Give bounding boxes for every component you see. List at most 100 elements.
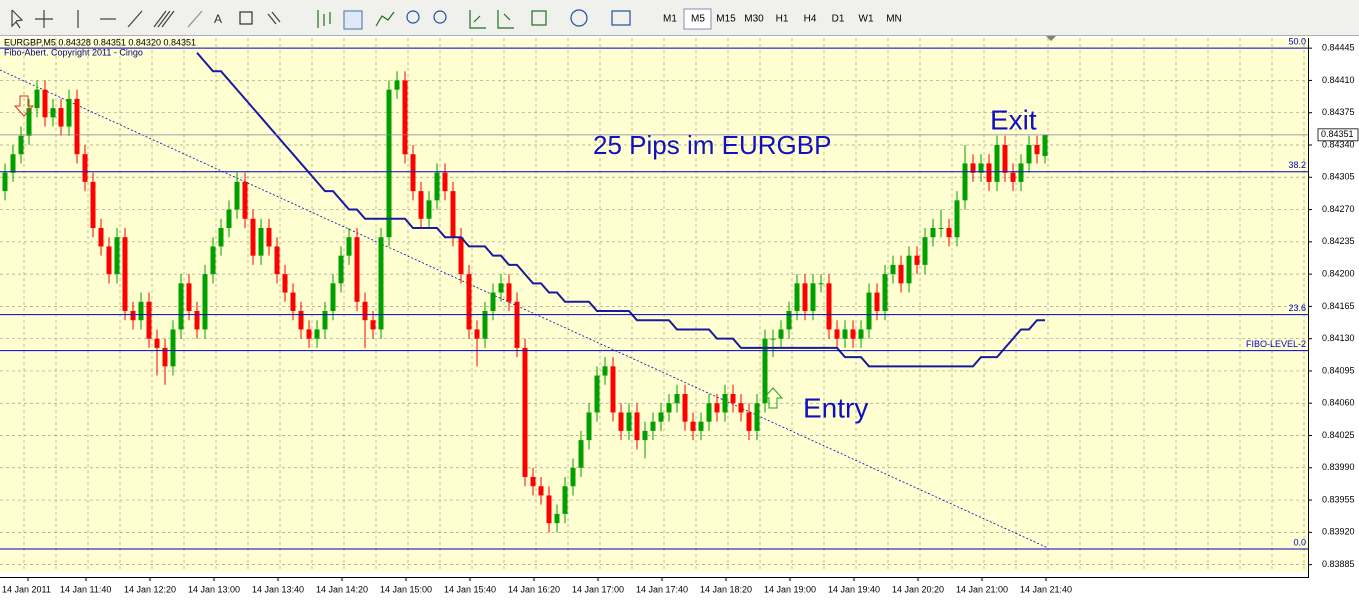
candle-body [634,412,640,441]
timeframe-bar: M1 M5 M15 M30 H1 H4 D1 W1 MN [663,8,902,30]
candle-body [778,329,784,339]
periods-icon[interactable] [570,9,588,27]
candle-body [266,227,272,247]
bars-icon[interactable] [317,10,331,28]
timeframe-button[interactable]: MN [886,14,902,25]
candle-body [258,227,264,256]
timeframe-button[interactable]: M5 [691,14,705,25]
timeframe-button[interactable]: M30 [744,14,764,25]
candle-body [42,89,48,118]
candle-body [930,227,936,238]
candle-body [522,347,528,478]
templates-icon[interactable] [611,10,631,26]
x-tick-label: 14 Jan 13:00 [188,584,240,594]
candle-body [586,412,592,441]
candle-body [610,366,616,413]
zoom-out-icon[interactable] [433,10,447,24]
trendline-icon[interactable] [127,10,143,28]
candle-body [18,135,24,155]
candle-body [698,421,704,431]
candle-body [530,477,536,487]
y-tick-label: 0.84025 [1322,430,1355,440]
timeframe-button[interactable]: W1 [859,14,874,25]
x-tick-label: 14 Jan 17:40 [636,584,688,594]
y-tick-label: 0.84060 [1322,398,1355,408]
candle-body [618,412,624,431]
candle-body [466,274,472,330]
plot-area [0,38,1308,572]
timeframe-button[interactable]: M15 [716,14,736,25]
candle-body [442,172,448,192]
candle-body [914,255,920,265]
candle-body [82,154,88,182]
x-tick-label: 14 Jan 18:20 [700,584,752,594]
candle-body [138,301,144,321]
line-icon[interactable] [375,11,395,27]
channel-icon[interactable] [153,10,175,28]
label-icon[interactable] [239,11,253,25]
candle-body [1034,144,1040,155]
y-tick-label: 0.84235 [1322,236,1355,246]
candle-body [2,172,8,192]
candle-body [562,486,568,514]
timeframe-button[interactable]: H4 [804,14,817,25]
candle-body [1010,172,1016,182]
shift-icon[interactable] [497,10,514,29]
candle-body [282,274,288,293]
annotation: Exit [990,104,1037,135]
candle-body [410,154,416,192]
y-tick-label: 0.84375 [1322,107,1355,117]
candle-body [842,329,848,339]
candle-body [226,209,232,228]
candle-body [554,513,560,524]
moving-average [196,52,1045,368]
candle-body [170,329,176,367]
x-tick-label: 14 Jan 19:00 [764,584,816,594]
y-tick-label: 0.83990 [1322,462,1355,472]
candle-body [90,181,96,228]
timeframe-button[interactable]: D1 [832,14,845,25]
autoscroll-icon[interactable] [469,10,486,29]
candle-body [946,227,952,238]
candle-body [594,375,600,413]
timeframe-button[interactable]: H1 [776,14,789,25]
candle-body [874,292,880,311]
candle-body [418,191,424,219]
last-price-label: 0.84351 [1321,129,1354,139]
x-tick-label: 14 Jan 21:40 [1020,584,1072,594]
toolbar [0,0,1359,36]
arrows-icon[interactable] [267,11,281,25]
candle-body [802,283,808,311]
candle-body [98,227,104,247]
y-tick-label: 0.84165 [1322,301,1355,311]
fibo-icon[interactable] [187,10,203,28]
candle-body [770,338,776,340]
candle-body [290,292,296,311]
candle-body [154,338,160,348]
cursor-icon[interactable] [11,9,24,29]
candle-body [250,218,256,256]
candle-body [74,98,80,155]
candle-body [986,163,992,182]
y-tick-label: 0.84410 [1322,75,1355,85]
text-icon[interactable]: A [214,12,222,26]
x-tick-label: 14 Jan 20:20 [892,584,944,594]
candle-body [394,80,400,90]
timeframe-button[interactable]: M1 [663,14,677,25]
candle-body [106,246,112,275]
candle-body [858,329,864,339]
candle-body [962,163,968,201]
candle-body [354,237,360,302]
plot [2,52,1048,533]
candle-body [674,394,680,404]
fibo-label: 23.6 [1288,303,1306,313]
crosshair-icon[interactable] [35,10,53,28]
indicators-icon[interactable] [531,10,547,26]
candle-body [978,163,984,173]
y-tick-label: 0.84130 [1322,333,1355,343]
zoom-in-icon[interactable] [406,10,420,24]
candle-body [922,237,928,265]
candles-icon[interactable] [343,10,363,30]
candle-body [626,412,632,431]
